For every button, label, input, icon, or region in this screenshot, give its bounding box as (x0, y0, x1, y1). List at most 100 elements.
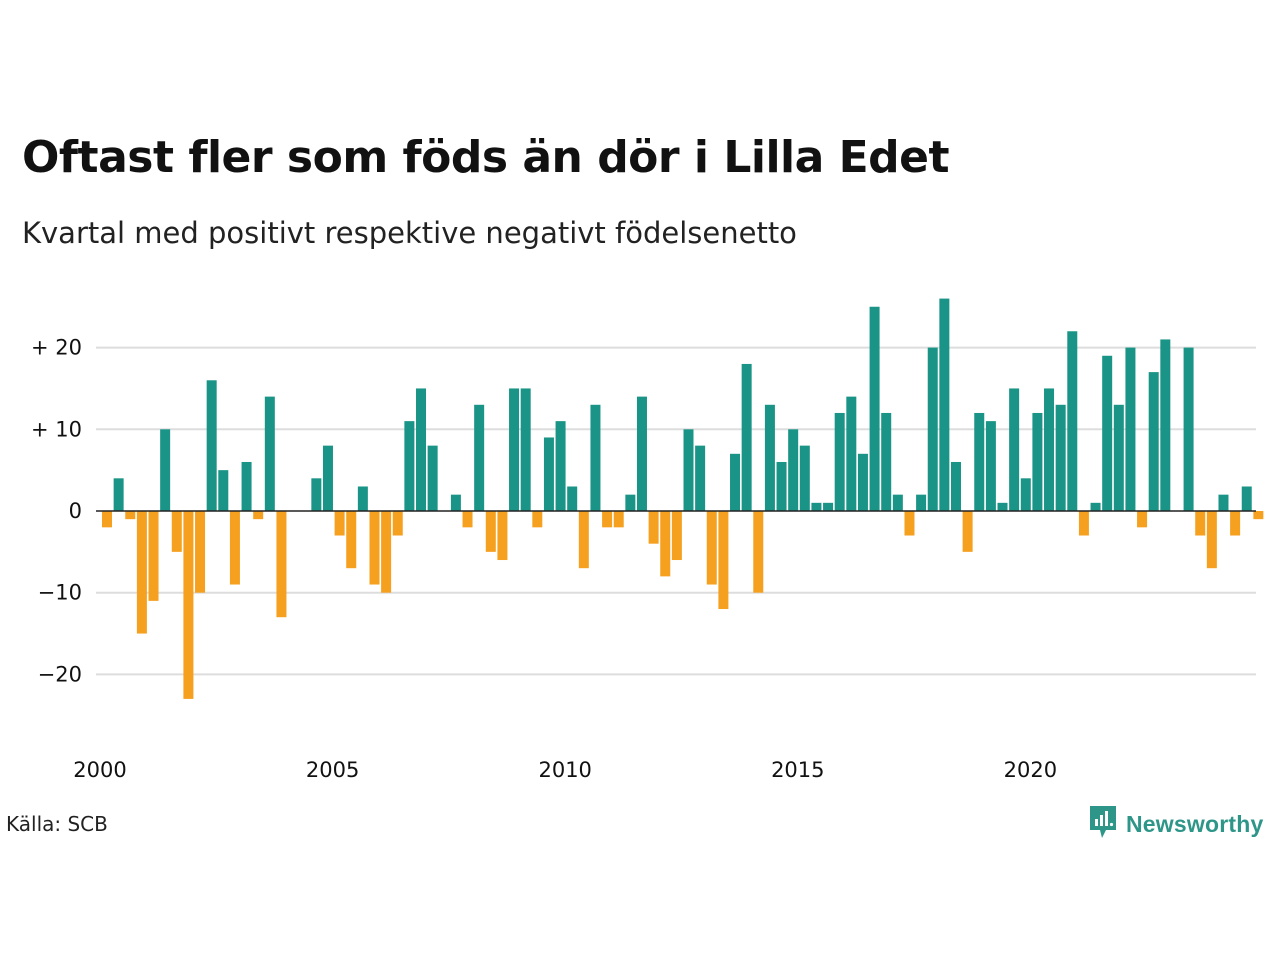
bar-positive (1009, 388, 1020, 511)
bar-negative (485, 511, 496, 552)
bar-positive (555, 421, 566, 511)
bar-positive (1183, 347, 1194, 511)
bar-negative (718, 511, 729, 610)
source-note: Källa: SCB (6, 812, 108, 836)
bar-positive (416, 388, 427, 511)
x-tick-label: 2000 (73, 758, 126, 782)
bar-positive (474, 404, 485, 511)
bar-negative (102, 511, 112, 528)
bar-negative (1253, 511, 1264, 520)
bar-positive (218, 470, 229, 511)
y-axis-ticks: + 20 + 10 0 −10 −20 (31, 336, 82, 687)
bar-negative (660, 511, 671, 577)
bar-positive (1055, 404, 1066, 511)
bar-negative (602, 511, 613, 528)
y-tick-label: + 20 (31, 336, 82, 360)
bar-negative (497, 511, 508, 561)
bar-negative (183, 511, 194, 699)
x-axis-ticks: 2000 2005 2010 2015 2020 (73, 758, 1057, 782)
bar-positive (311, 478, 322, 511)
bar-negative (334, 511, 345, 536)
bar-positive (206, 380, 217, 511)
bar-negative (148, 511, 159, 601)
bar-positive (881, 412, 892, 511)
bar-positive (857, 453, 868, 511)
bar-positive (997, 502, 1008, 511)
bar-positive (985, 421, 996, 511)
bar-positive (1218, 494, 1229, 511)
bar-negative (229, 511, 240, 585)
bar-positive (1160, 339, 1171, 511)
bar-positive (322, 445, 333, 511)
bar-negative (1078, 511, 1089, 536)
bar-negative (369, 511, 380, 585)
bar-positive (160, 429, 171, 511)
bar-positive (427, 445, 438, 511)
bar-positive (811, 502, 822, 511)
bar-negative (462, 511, 473, 528)
bar-positive (788, 429, 799, 511)
y-tick-label: −10 (38, 581, 82, 605)
bar-positive (1113, 404, 1124, 511)
bar-negative (613, 511, 624, 528)
bar-negative (392, 511, 403, 536)
bar-positive (776, 461, 787, 511)
bar-positive (1090, 502, 1101, 511)
bar-positive (892, 494, 903, 511)
bar-positive (846, 396, 857, 511)
bar-positive (869, 306, 880, 511)
bar-positive (404, 421, 415, 511)
bar-positive (520, 388, 531, 511)
bar-positive (1032, 412, 1043, 511)
bar-negative (276, 511, 287, 618)
bar-positive (450, 494, 461, 511)
bar-positive (1020, 478, 1031, 511)
chart-subtitle: Kvartal med positivt respektive negativt… (22, 216, 797, 250)
x-tick-label: 2005 (306, 758, 359, 782)
bar-positive (264, 396, 275, 511)
bar-negative (1230, 511, 1241, 536)
bar-negative (125, 511, 136, 520)
bar-positive (683, 429, 694, 511)
bar-positive (241, 461, 252, 511)
bar-negative (1206, 511, 1217, 569)
bar-negative (532, 511, 543, 528)
bar-positive (834, 412, 845, 511)
bar-positive (113, 478, 124, 511)
bar-negative (753, 511, 764, 593)
bar-negative (346, 511, 357, 569)
bar-positive (823, 502, 834, 511)
bar-negative (171, 511, 182, 552)
bar-positive (927, 347, 938, 511)
bar-positive (567, 486, 578, 511)
y-tick-label: + 10 (31, 417, 82, 441)
bar-positive (764, 404, 775, 511)
bar-positive (543, 437, 554, 511)
bar-negative (962, 511, 973, 552)
bar-negative (253, 511, 264, 520)
y-tick-label: 0 (69, 499, 82, 523)
bar-positive (1241, 486, 1252, 511)
brand-logo: Newsworthy (1088, 804, 1263, 844)
bar-negative (1195, 511, 1206, 536)
bar-positive (939, 298, 950, 511)
chart-title: Oftast fler som föds än dör i Lilla Edet (22, 132, 950, 183)
bar-negative (381, 511, 392, 593)
brand-name: Newsworthy (1126, 810, 1264, 837)
x-tick-label: 2015 (771, 758, 824, 782)
bar-negative (671, 511, 682, 561)
bar-positive (741, 363, 752, 511)
bar-positive (799, 445, 810, 511)
bar-positive (695, 445, 706, 511)
bar-positive (625, 494, 636, 511)
y-tick-label: −20 (38, 662, 82, 686)
bar-positive (1044, 388, 1055, 511)
bar-negative (904, 511, 915, 536)
bar-positive (950, 461, 961, 511)
bar-negative (195, 511, 206, 593)
bar-positive (509, 388, 520, 511)
bar-negative (1137, 511, 1148, 528)
bar-negative (648, 511, 659, 544)
bar-positive (1125, 347, 1136, 511)
